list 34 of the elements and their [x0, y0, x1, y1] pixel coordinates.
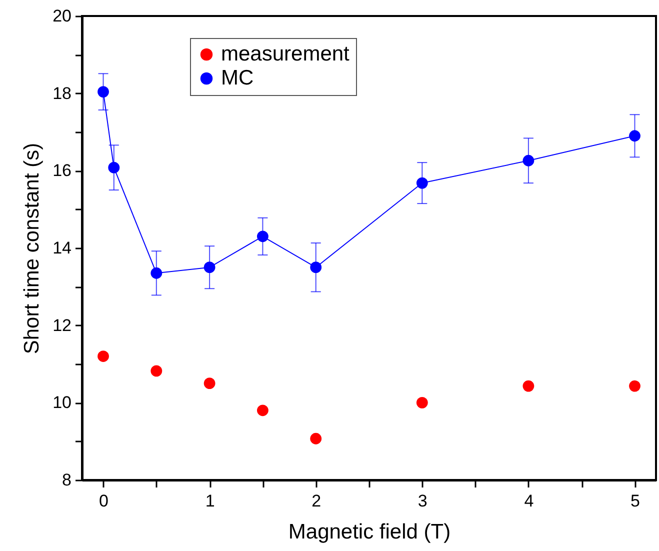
y-tick-label: 18	[52, 84, 72, 103]
point	[108, 162, 120, 174]
x-tick-label: 1	[205, 492, 215, 510]
y-tick-label: 10	[52, 393, 72, 412]
legend-label: measurement	[221, 42, 350, 66]
x-axis-title: Magnetic field (T)	[288, 520, 451, 544]
y-tick-label: 8	[62, 470, 72, 490]
point	[150, 267, 162, 279]
y-axis-title: Short time constant (s)	[20, 142, 44, 354]
y-tick-label: 14	[52, 238, 72, 258]
point	[629, 380, 640, 392]
point	[522, 154, 534, 166]
point	[310, 262, 322, 274]
point	[257, 230, 268, 242]
x-tick-label: 5	[630, 492, 640, 510]
y-tick-label: 12	[52, 316, 72, 335]
point	[98, 86, 109, 98]
x-tick-label: 0	[99, 492, 108, 510]
point	[204, 378, 216, 390]
y-tick-label: 20	[52, 6, 72, 26]
point	[98, 350, 109, 362]
x-tick-label: 4	[524, 492, 534, 510]
point	[416, 177, 428, 189]
point	[257, 404, 268, 416]
point	[416, 396, 428, 408]
x-tick-label: 3	[418, 492, 428, 510]
point	[629, 130, 640, 142]
y-tick-label: 16	[52, 161, 72, 180]
point	[150, 365, 162, 377]
point	[310, 432, 322, 444]
point	[204, 262, 216, 274]
legend-label: MC	[221, 66, 254, 90]
point	[522, 380, 534, 392]
x-tick-label: 2	[312, 492, 322, 510]
